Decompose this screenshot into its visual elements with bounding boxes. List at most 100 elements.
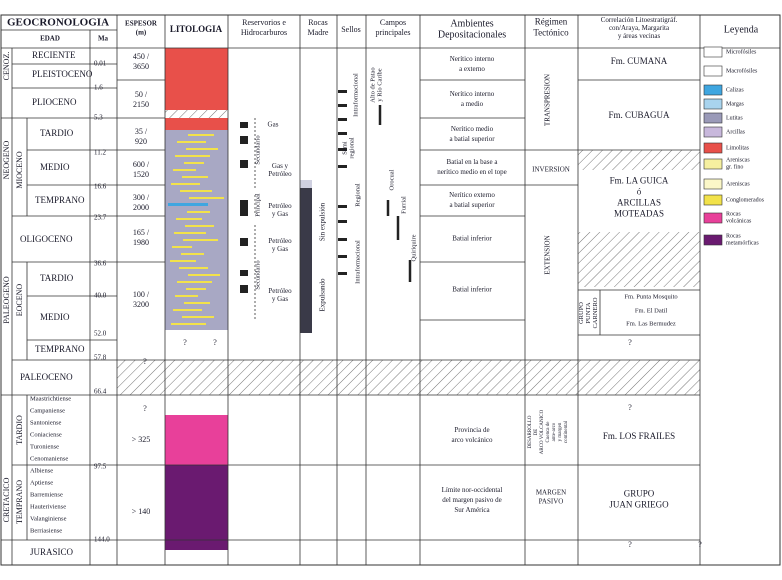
- label: GRUPO: [578, 302, 585, 324]
- label: PALEOCENO: [20, 372, 73, 382]
- reservoir: [240, 200, 248, 216]
- label: Fm. CUMANA: [611, 56, 668, 66]
- unknown-mark: ?: [628, 338, 632, 347]
- label: Alto de Patao: [370, 67, 377, 102]
- label: 144.0: [94, 536, 110, 544]
- label: 3200: [133, 300, 149, 309]
- label: Campaniense: [30, 407, 65, 414]
- label: PALEOGENO: [2, 276, 11, 323]
- legend-swatch: [703, 212, 723, 224]
- label: DE: [534, 429, 539, 436]
- arenisca: [172, 246, 192, 248]
- label: Fm. CUBAGUA: [608, 110, 670, 120]
- label: Albiense: [30, 467, 53, 474]
- seal: [338, 118, 347, 121]
- label: a batial superior: [449, 135, 495, 143]
- label: TARDIO: [40, 128, 74, 138]
- label: nerítico medio en el tope: [437, 168, 507, 176]
- label: Aptiense: [30, 479, 53, 486]
- label: y Gas: [272, 295, 288, 303]
- label: Petróleo: [268, 170, 292, 178]
- legend-label: Areniscas: [726, 158, 750, 164]
- label: Barremiense: [30, 491, 63, 498]
- label: 50 /: [135, 90, 148, 99]
- label: ESPESOR (m): [125, 19, 158, 36]
- label: 450 /3650: [133, 52, 150, 71]
- label: MEDIO: [40, 162, 70, 172]
- label: GRUPO: [624, 489, 655, 499]
- label: PUNTA: [585, 302, 592, 323]
- seal: [338, 238, 347, 241]
- reservoir: [240, 122, 248, 128]
- arenisca: [184, 302, 210, 304]
- label: y áreas vecinas: [618, 32, 661, 40]
- label: Secundario: [254, 135, 261, 164]
- arenisca: [183, 239, 218, 241]
- label: Petróleo: [268, 287, 292, 295]
- label: y Río Caribe: [377, 68, 384, 101]
- label: MARGEN PASIVO: [536, 488, 566, 505]
- label: 300 /2000: [133, 193, 150, 212]
- label: ARCO VOLCANICO: [540, 409, 545, 454]
- label: Intraformacional: [354, 240, 361, 284]
- legend-label: volcánicas: [726, 219, 752, 225]
- arenisca: [175, 295, 198, 297]
- label: 35 /: [135, 127, 148, 136]
- arenisca: [174, 232, 206, 234]
- label: Batial en la base a nerítico medio en el …: [437, 158, 507, 176]
- label: LITOLOGIA: [170, 24, 223, 34]
- limolitas: [165, 48, 228, 110]
- label: Petróleo y Gas: [268, 202, 292, 218]
- label: Nerítico externo a batial superior: [449, 191, 495, 209]
- arenisca: [182, 176, 208, 178]
- label: Sellos: [341, 25, 361, 34]
- arenisca: [171, 183, 200, 185]
- label: Reservorios e: [242, 18, 286, 27]
- label: EXTENSION: [544, 235, 552, 274]
- label: TEMPRANO: [35, 344, 85, 354]
- unconformity: [578, 232, 700, 287]
- label: Ambientes Depositacionales: [438, 19, 506, 41]
- label: Petróleo: [268, 202, 292, 210]
- label: Correlación Litoestratigráf. con/Araya, M…: [601, 16, 678, 40]
- arenisca: [177, 141, 206, 143]
- label: 920: [135, 137, 147, 146]
- label: Campos principales: [375, 18, 410, 37]
- label: Régimen Tectónico: [533, 17, 569, 38]
- label: a medio: [461, 100, 484, 108]
- label: Nerítico medio a batial superior: [449, 125, 495, 143]
- seal: [338, 272, 347, 275]
- label: Nerítico interno: [450, 55, 495, 63]
- label: MEDIO: [40, 312, 70, 322]
- label: Sur América: [454, 506, 490, 514]
- label: CRETACICO: [2, 477, 11, 522]
- label: 50 /2150: [133, 90, 149, 109]
- label: 1520: [133, 170, 149, 179]
- label: a batial superior: [449, 201, 495, 209]
- label: OLIGOCENO: [20, 234, 73, 244]
- label: Hidrocarburos: [241, 28, 287, 37]
- label: 165 /1980: [133, 228, 150, 247]
- arenisca: [187, 211, 210, 213]
- label: Leyenda: [724, 24, 759, 35]
- label: EDAD: [40, 35, 60, 43]
- label: y margen: [558, 422, 563, 441]
- label: Ambientes: [450, 19, 493, 30]
- label: Provincia de arco volcánico: [451, 426, 493, 444]
- label: DESARROLLO: [528, 415, 533, 448]
- label: ó: [637, 187, 642, 197]
- label: 23.7: [94, 214, 107, 222]
- legend-label: Areniscas gr. fino: [726, 158, 750, 171]
- label: Gas y Petróleo: [268, 162, 292, 178]
- label: 2150: [133, 100, 149, 109]
- label: Expulsando: [319, 278, 327, 312]
- legend-swatch: [703, 194, 723, 206]
- label: a externo: [459, 65, 485, 73]
- label: 100 /3200: [133, 290, 150, 309]
- label: Correlación Litoestratigráf.: [601, 16, 678, 24]
- label: Nerítico interno: [450, 90, 495, 98]
- seal: [338, 165, 347, 168]
- label: Provincia de: [454, 426, 489, 434]
